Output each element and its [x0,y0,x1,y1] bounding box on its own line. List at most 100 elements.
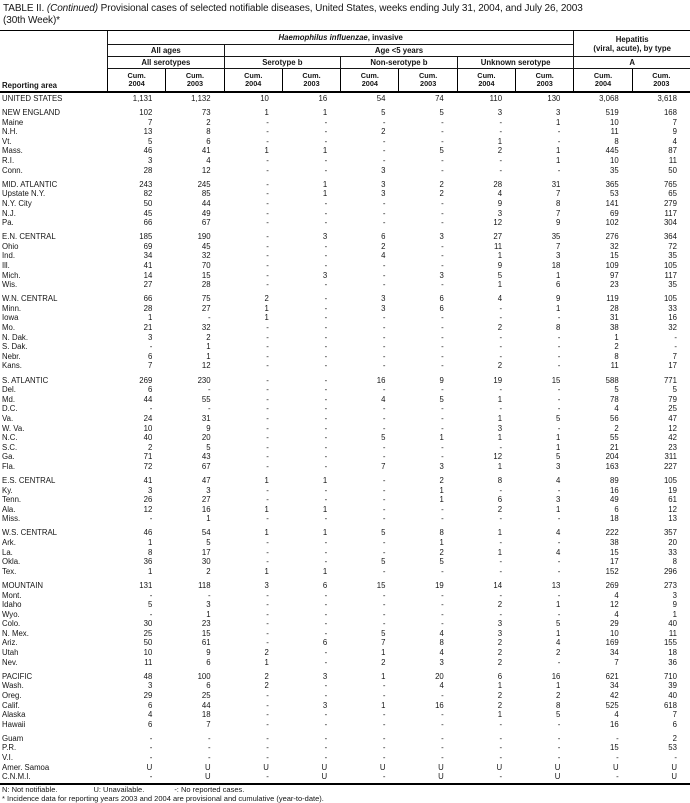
table-row: S. ATLANTIC 269 230 - - 16 9 19 15 588 771 [0,376,690,386]
value-cell: - [499,404,503,414]
value-cell: - [324,743,328,753]
legend-no-reported-cases: -: No reported cases. [174,785,245,794]
value-cell: 4 [556,475,561,485]
legend-unavailable: U: Unavailable. [93,785,145,794]
table-row: W.N. CENTRAL 66 75 2 - 3 6 4 9 119 105 [0,294,690,304]
reporting-area-cell: Ill. [2,261,10,270]
value-cell: - [266,117,269,127]
value-cell: - [149,743,153,753]
value-cell: - [382,351,386,361]
value-cell: 36 [668,657,677,667]
value-cell: 2 [672,733,677,743]
value-cell: - [266,772,269,782]
value-cell: - [266,452,269,462]
value-cell: 1 [556,156,561,166]
value-cell: 2 [439,179,444,189]
value-cell: 47 [201,475,211,485]
value-cell: 24 [143,413,153,423]
reporting-area-cell: Colo. [2,619,21,629]
value-cell: 34 [609,648,619,658]
value-cell: - [557,719,561,729]
value-cell: 6 [322,638,328,648]
value-cell: 35 [668,280,677,290]
value-cell: 1 [439,433,444,443]
value-cell: - [324,404,328,414]
value-cell: - [266,127,269,137]
reporting-area-cell: Mass. [2,146,23,156]
value-cell: 44 [201,198,211,208]
table-row: Ariz. 50 61 - 6 7 8 2 4 169 155 [0,638,690,648]
value-cell: 4 [439,648,444,658]
value-cell: 1 [381,700,386,710]
year-label: 2004 [245,79,262,88]
value-cell: - [324,413,328,423]
table-row: Mont. - - - - - - - - 4 3 [0,591,690,601]
value-cell: - [441,117,444,127]
value-cell: 1 [556,442,561,452]
value-cell: - [266,423,269,433]
table-header: Haemophilus influenzae, invasive Hepatit… [0,30,690,93]
value-cell: - [441,332,444,342]
value-cell: 42 [668,433,677,443]
value-cell: - [382,475,386,485]
value-cell: - [382,681,386,691]
value-cell: 8 [439,528,444,538]
value-cell: 9 [439,375,444,385]
table-row: Tenn. 26 27 - - - 1 6 3 49 61 [0,495,690,505]
value-cell: 27 [201,303,211,313]
value-cell: - [149,404,153,414]
value-cell: - [266,241,269,251]
value-cell: 311 [664,452,677,462]
value-cell: 1 [614,332,619,342]
value-cell: - [499,753,503,762]
value-cell: 7 [614,657,619,667]
table-row: N.Y. City 50 44 - - - - 9 8 141 279 [0,199,690,209]
value-cell: - [441,423,444,433]
value-cell: 20 [668,538,677,548]
value-cell: - [266,619,269,629]
reporting-area-cell: N. Dak. [2,332,28,342]
value-cell: - [266,261,269,270]
value-cell: - [324,442,328,452]
value-cell: - [324,280,328,290]
value-cell: 61 [668,495,677,505]
value-cell: 9 [497,198,503,208]
col-header-cum-2004: Cum. 2004 [456,69,515,91]
value-cell: - [441,719,444,729]
value-cell: - [266,609,269,619]
reporting-area-cell: La. [2,547,13,557]
value-cell: 3 [439,270,444,280]
value-cell: - [382,423,386,433]
value-cell: 31 [551,179,561,189]
value-cell: 110 [489,94,503,103]
value-cell: 41 [143,261,153,270]
value-cell: - [266,733,269,743]
table-row: S.C. 2 5 - - - - - 1 21 23 [0,443,690,453]
table-row: Vt. 5 6 - - - - 1 - 8 4 [0,137,690,147]
value-cell: U [146,762,153,772]
value-cell: 10 [260,94,269,103]
value-cell: - [324,538,328,548]
table-row: Ala. 12 16 1 1- -2 1 6 12 [0,505,690,515]
value-cell: 55 [609,433,619,443]
value-cell: 6 [614,504,619,514]
value-cell: - [207,404,211,414]
value-cell: 15 [376,580,386,590]
value-cell: 3 [556,108,561,118]
cum-label: Cum. [360,70,379,80]
value-cell: - [499,609,503,619]
value-cell: 31 [201,413,211,423]
value-cell: 50 [668,165,677,175]
value-cell: - [324,156,328,166]
hepatitis-label-line1: Hepatitis [615,34,649,44]
value-cell: - [324,261,328,270]
value-cell: 3 [497,619,503,629]
value-cell: 155 [663,638,677,648]
table-row: N.H. 13 8 - - 2 - - - 11 9 [0,127,690,137]
value-cell: - [382,743,386,753]
value-cell: 1 [556,303,561,313]
value-cell: 1 [556,681,561,691]
col-header-cum-2003: Cum. 2003 [281,69,340,91]
value-cell: - [382,156,386,166]
value-cell: - [382,452,386,462]
